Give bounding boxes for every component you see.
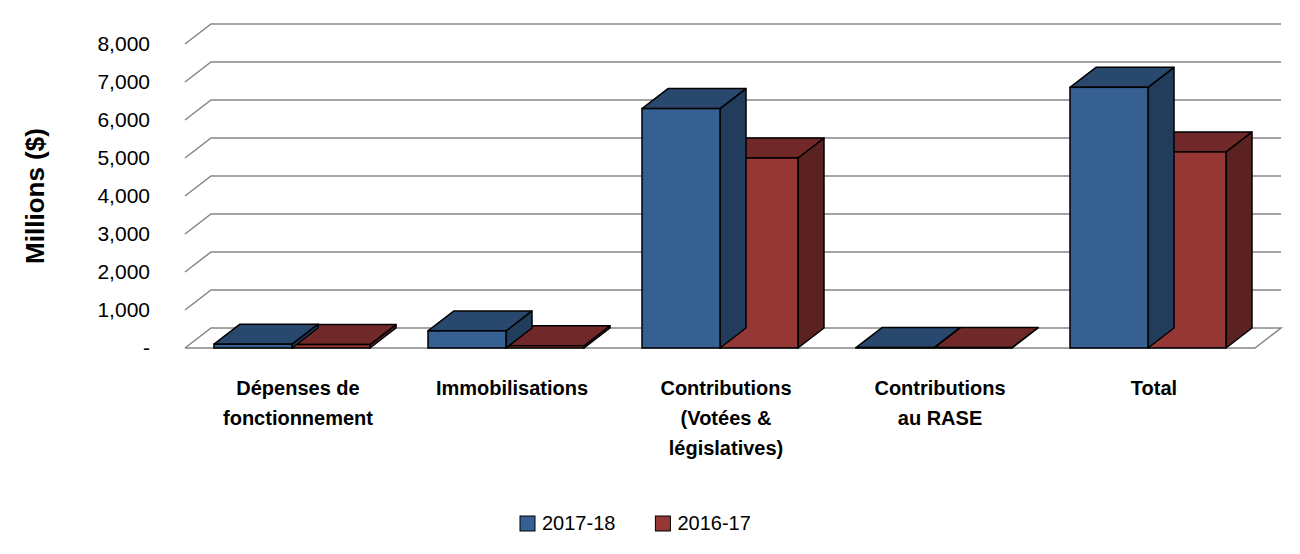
bar-side <box>1148 67 1174 348</box>
bars <box>214 67 1252 348</box>
bar-front <box>428 331 506 348</box>
y-tick-label: 3,000 <box>97 222 150 245</box>
legend-label: 2017-18 <box>542 512 615 534</box>
y-tick-label: 4,000 <box>97 184 150 207</box>
legend-swatch <box>655 516 670 531</box>
y-tick-label: - <box>143 336 150 359</box>
bar <box>642 89 746 348</box>
x-tick-label-line: Contributions <box>660 377 791 399</box>
bar-side <box>720 89 746 348</box>
bar-front <box>642 109 720 348</box>
legend-swatch <box>520 516 535 531</box>
y-tick-label: 6,000 <box>97 108 150 131</box>
x-tick-label: Immobilisations <box>436 377 588 399</box>
bar-front <box>214 344 292 348</box>
x-tick-label-line: Contributions <box>874 377 1005 399</box>
x-tick-label-line: au RASE <box>898 407 982 429</box>
x-tick-label: Dépenses de fonctionnement <box>223 377 373 429</box>
bar-top <box>1070 67 1174 87</box>
bar-side <box>798 138 824 348</box>
x-tick-label-line: législatives) <box>669 437 784 459</box>
bar <box>214 324 318 348</box>
bar-top <box>642 89 746 109</box>
y-tick-label: 1,000 <box>97 298 150 321</box>
grid <box>185 24 1281 348</box>
x-tick-label: Contributions au RASE <box>874 377 1005 429</box>
bar <box>856 328 960 348</box>
bar <box>1070 67 1174 348</box>
y-axis-label: Millions ($) <box>20 128 50 264</box>
bar-front <box>934 347 1012 349</box>
bar-top <box>428 311 532 331</box>
bar-top <box>214 324 318 344</box>
chart: - 1,000 2,000 3,000 4,000 5,000 6,000 7,000 8,00… <box>0 0 1300 554</box>
bar-front <box>1070 87 1148 348</box>
bar-side <box>1226 132 1252 348</box>
bar-front <box>292 345 370 348</box>
x-tick-label: Total <box>1131 377 1177 399</box>
grid-line <box>185 24 1281 44</box>
x-tick-label-line: Dépenses de <box>236 377 359 399</box>
y-tick-label: 2,000 <box>97 260 150 283</box>
x-tick-label-line: Total <box>1131 377 1177 399</box>
bar-front <box>856 347 934 349</box>
x-tick-label-line: fonctionnement <box>223 407 373 429</box>
bar-top <box>856 328 960 348</box>
x-tick-label: Contributions (Votées & législatives) <box>660 377 791 459</box>
bar-front <box>506 346 584 348</box>
y-tick-label: 5,000 <box>97 146 150 169</box>
bar <box>428 311 532 348</box>
x-tick-label-line: (Votées & <box>681 407 772 429</box>
y-tick-label: 8,000 <box>97 32 150 55</box>
legend-label: 2016-17 <box>677 512 750 534</box>
y-tick-label: 7,000 <box>97 70 150 93</box>
legend: 2017-18 2016-17 <box>520 512 751 534</box>
x-tick-label-line: Immobilisations <box>436 377 588 399</box>
